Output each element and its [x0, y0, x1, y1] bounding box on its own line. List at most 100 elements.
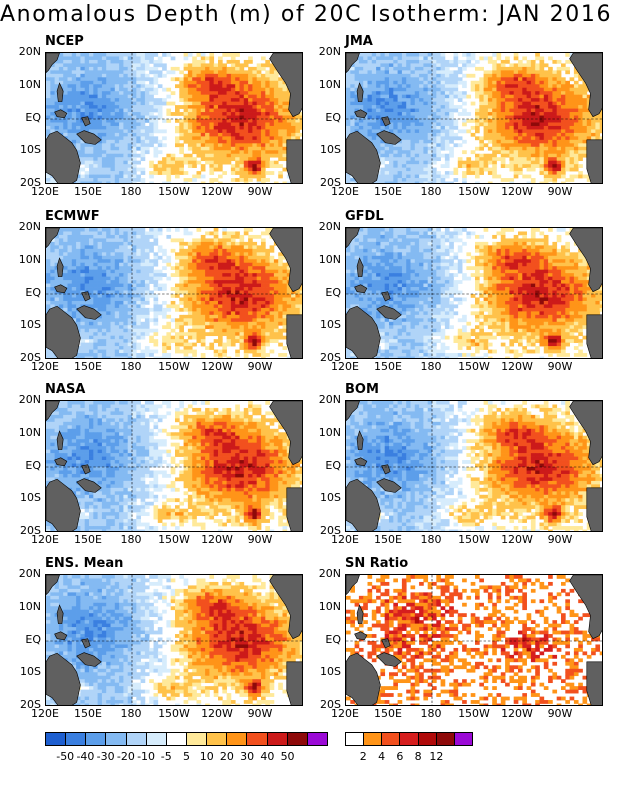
colorbar-label: 12 — [429, 750, 444, 763]
land-mass — [376, 130, 402, 145]
land-mass — [376, 652, 402, 667]
x-tick-label: 90W — [547, 707, 573, 720]
x-tick-label: 120W — [201, 707, 233, 720]
land-mass — [54, 631, 68, 641]
x-tick-label: 90W — [247, 533, 273, 546]
x-tick-label: 120E — [331, 185, 359, 198]
colorbar-label: 10 — [199, 750, 214, 763]
colorbar-swatch — [247, 733, 268, 745]
panel-label: GFDL — [345, 209, 384, 224]
y-tick-label: 10N — [318, 599, 341, 613]
land-mass — [46, 401, 60, 422]
land-mass — [356, 430, 364, 450]
x-tick-label: 150W — [458, 707, 490, 720]
x-tick-label: 150W — [158, 533, 190, 546]
y-tick-label: 20N — [318, 393, 341, 406]
x-tick-label: 120W — [501, 533, 533, 546]
map-field — [46, 401, 302, 531]
x-tick-label: 150E — [74, 360, 102, 373]
y-tick-label: 10N — [18, 77, 41, 91]
land-mass — [46, 130, 81, 183]
colorbar-swatch — [186, 733, 208, 745]
y-tick-label: 10N — [18, 599, 41, 613]
y-tick-label: 10N — [318, 425, 341, 439]
colorbar-label: -40 — [76, 750, 95, 763]
colorbar-label: -50 — [56, 750, 75, 763]
map-plot — [345, 227, 603, 359]
colorbar-swatch — [106, 733, 127, 745]
colorbar-swatch — [166, 733, 187, 745]
land-mass — [286, 314, 302, 358]
map-plot — [345, 400, 603, 532]
land-mass — [346, 53, 360, 74]
y-tick-label: EQ — [25, 110, 41, 124]
map-panel: ECMWF 20N 10N EQ 10S 20S 120E 150E 180 150W 120W 90… — [19, 209, 303, 382]
land-mass — [346, 478, 381, 531]
colorbar-swatch — [436, 733, 455, 745]
y-tick-label: 20S — [320, 698, 341, 711]
x-tick-label: 120E — [331, 360, 359, 373]
land-mass — [346, 305, 381, 358]
y-tick-label: 20N — [318, 45, 341, 58]
panel-label: JMA — [345, 34, 373, 49]
land-mass — [81, 291, 91, 302]
land-mass — [586, 487, 602, 531]
panel-label: SN Ratio — [345, 556, 409, 571]
y-tick-label: EQ — [25, 285, 41, 299]
colorbar-label: 30 — [240, 750, 255, 763]
land-mass — [81, 116, 91, 127]
colorbar-swatch — [346, 733, 365, 745]
y-tick-label: 20S — [20, 698, 41, 711]
x-tick-label: 120W — [201, 533, 233, 546]
map-panel: BOM 20N 10N EQ 10S 20S 120E 150E 180 150W 120W 90W — [319, 382, 603, 555]
y-tick-label: 20S — [320, 524, 341, 537]
x-tick-label: 180 — [420, 185, 442, 198]
y-tick-label: 10S — [320, 491, 341, 505]
colorbar-swatch — [126, 733, 147, 745]
land-mass — [269, 53, 302, 118]
x-tick-label: 90W — [547, 185, 573, 198]
land-mass — [46, 228, 60, 249]
x-tick-label: 150W — [458, 185, 490, 198]
map-field — [46, 575, 302, 705]
land-mass — [76, 130, 102, 145]
land-mass — [346, 652, 381, 705]
y-tick-label: 20S — [20, 351, 41, 364]
land-mass — [54, 109, 68, 119]
map-field — [46, 228, 302, 358]
land-mass — [56, 604, 64, 624]
y-tick-label: 20S — [20, 524, 41, 537]
colorbar-swatch — [267, 733, 288, 745]
land-mass — [46, 575, 60, 596]
map-panel: NCEP 20N 10N EQ 10S 20S 120E 150E 180 150W 120W 90W — [19, 34, 303, 207]
y-tick-label: 10S — [20, 491, 41, 505]
y-tick-label: 20N — [318, 567, 341, 580]
land-mass — [46, 53, 60, 74]
x-tick-label: 90W — [247, 185, 273, 198]
map-plot — [45, 52, 303, 184]
map-panel: JMA 20N 10N EQ 10S 20S 120E 150E 180 150W 120W 90W — [319, 34, 603, 207]
colorbar-label: -10 — [137, 750, 156, 763]
y-tick-label: 10S — [20, 318, 41, 332]
x-tick-label: 180 — [120, 185, 142, 198]
x-tick-label: 120W — [201, 360, 233, 373]
colorbar-label: -5 — [160, 750, 172, 763]
land-mass — [56, 430, 64, 450]
x-tick-label: 120E — [31, 185, 59, 198]
map-panel: GFDL 20N 10N EQ 10S 20S 120E 150E 180 150W 120W 90W — [319, 209, 603, 382]
colorbar-label: 5 — [183, 750, 190, 763]
panel-label: ENS. Mean — [45, 556, 124, 571]
land-mass — [346, 401, 360, 422]
colorbar-label: 4 — [378, 750, 386, 763]
land-mass — [56, 82, 64, 102]
y-tick-label: EQ — [325, 110, 341, 124]
colorbar-swatch — [418, 733, 437, 745]
y-tick-label: 20S — [320, 351, 341, 364]
land-mass — [569, 228, 602, 293]
land-mass — [586, 314, 602, 358]
map-plot — [345, 574, 603, 706]
y-tick-label: EQ — [25, 632, 41, 646]
land-mass — [346, 228, 360, 249]
x-tick-label: 90W — [247, 360, 273, 373]
colorbar-label: 40 — [260, 750, 275, 763]
